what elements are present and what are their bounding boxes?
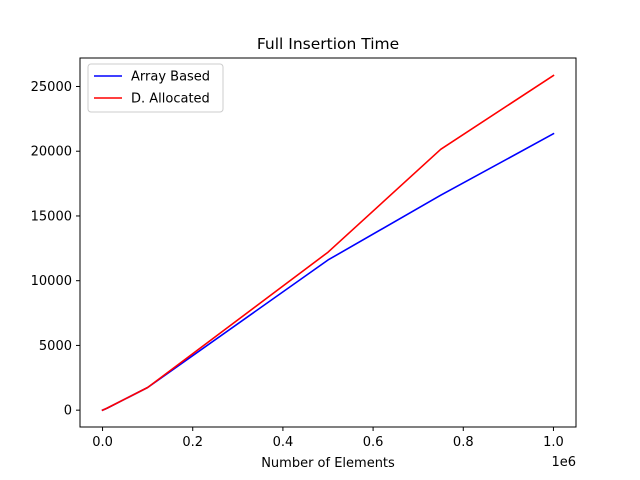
plot-frame [79,57,577,428]
y-tick-label: 0 [64,404,72,419]
y-tick-label: 10000 [31,274,72,289]
chart-title: Full Insertion Time [257,35,399,53]
x-tick-label: 0.6 [363,435,384,450]
x-axis-label: Number of Elements [261,456,395,471]
x-tick-label: 1.0 [543,435,564,450]
y-axis-ticks: 0 5000 10000 15000 20000 25000 [31,80,80,419]
series-lines [101,74,555,412]
y-tick-label: 20000 [31,145,72,160]
series-line-d-allocated [101,74,555,412]
x-axis-ticks: 0.0 0.2 0.4 0.6 0.8 1.0 [92,427,564,450]
legend-label: Array Based [131,70,210,85]
y-tick-label: 25000 [31,80,72,95]
x-tick-label: 0.4 [273,435,294,450]
x-tick-label: 0.2 [182,435,203,450]
y-tick-label: 5000 [39,339,72,354]
legend-label: D. Allocated [131,92,210,107]
legend: Array Based D. Allocated [87,63,224,113]
x-tick-label: 0.8 [453,435,474,450]
x-axis-offset-label: 1e6 [551,455,576,470]
y-tick-label: 15000 [31,209,72,224]
x-tick-label: 0.0 [92,435,113,450]
